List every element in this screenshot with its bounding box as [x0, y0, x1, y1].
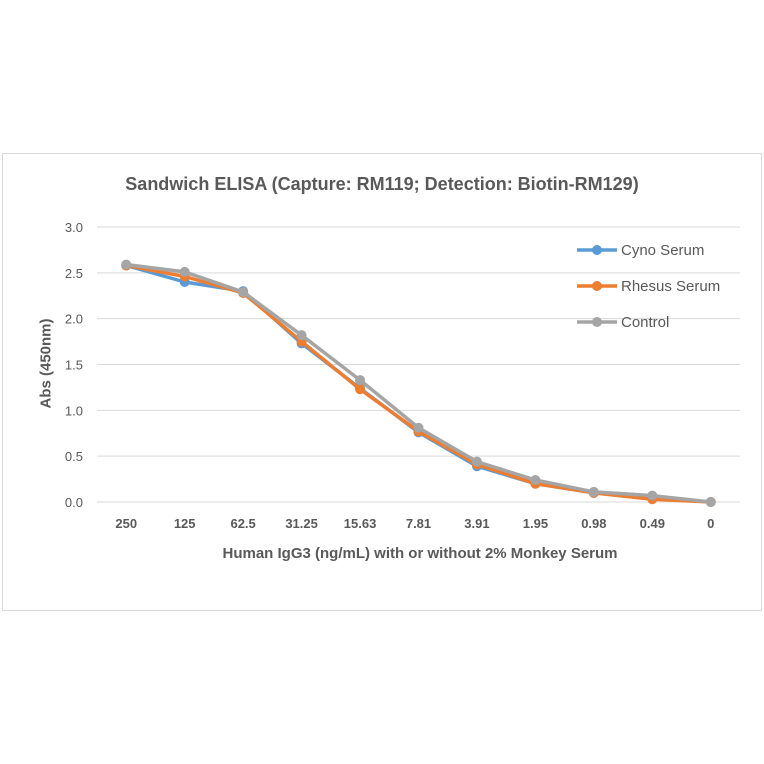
- x-tick-label: 7.81: [406, 516, 431, 531]
- x-tick-label: 0.49: [640, 516, 665, 531]
- y-tick-label: 3.0: [65, 220, 83, 235]
- x-tick-label: 0.98: [581, 516, 606, 531]
- x-tick-label: 0: [707, 516, 714, 531]
- series-line-cyno-serum: [125, 263, 711, 504]
- y-tick-label: 2.0: [65, 312, 83, 327]
- legend-marker: [592, 245, 602, 255]
- x-tick-label: 31.25: [285, 516, 318, 531]
- x-tick-label: 125: [174, 516, 196, 531]
- y-tick-label: 1.0: [65, 403, 83, 418]
- data-point: [355, 384, 366, 395]
- y-tick-label: 1.5: [65, 358, 83, 373]
- x-tick-label: 250: [115, 516, 137, 531]
- series-line-control: [126, 262, 711, 504]
- y-tick-label: 0.5: [65, 449, 83, 464]
- series-line-rhesus-serum: [125, 263, 711, 504]
- y-tick-label: 0.0: [65, 495, 83, 510]
- data-point: [530, 475, 541, 485]
- x-tick-label: 15.63: [344, 516, 377, 531]
- x-tick-label: 62.5: [230, 516, 255, 531]
- x-axis-label: Human IgG3 (ng/mL) with or without 2% Mo…: [222, 545, 618, 562]
- data-point: [355, 375, 366, 386]
- x-tick-label: 1.95: [523, 516, 548, 531]
- legend-marker: [592, 281, 602, 291]
- data-point: [413, 422, 424, 433]
- legend-marker: [592, 317, 602, 327]
- chart-title: Sandwich ELISA (Capture: RM119; Detectio…: [125, 174, 639, 194]
- x-tick-label: 3.91: [464, 516, 489, 531]
- data-point: [647, 490, 658, 501]
- data-point: [471, 456, 482, 467]
- data-point: [588, 486, 599, 497]
- data-point: [296, 330, 307, 341]
- data-point: [121, 259, 132, 270]
- y-tick-label: 2.5: [65, 266, 83, 281]
- data-point: [238, 287, 249, 298]
- chart-frame: [2, 153, 762, 611]
- legend-label: Cyno Serum: [621, 242, 704, 259]
- data-point: [705, 497, 716, 507]
- legend-label: Control: [621, 314, 669, 331]
- legend-label: Rhesus Serum: [621, 278, 720, 295]
- data-point: [179, 266, 190, 277]
